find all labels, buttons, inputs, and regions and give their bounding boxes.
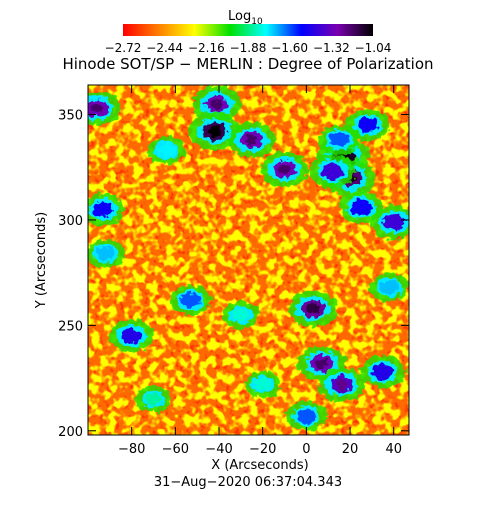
x-axis-label: X (Arcseconds)	[211, 458, 308, 473]
polarization-feature	[285, 400, 327, 432]
colorbar-tick-label: −2.44	[146, 41, 183, 55]
heatmap-image	[88, 85, 409, 435]
colorbar-tick-label: −1.88	[230, 41, 267, 55]
plot-frame	[87, 84, 410, 436]
colorbar-tick-label: −1.60	[271, 41, 308, 55]
polarization-feature	[317, 367, 365, 402]
polarization-feature	[192, 86, 241, 122]
polarization-feature	[147, 136, 186, 165]
polarization-feature	[370, 205, 409, 239]
polarization-feature	[370, 273, 409, 302]
colorbar-label: Log10	[228, 9, 263, 27]
x-tick-label: −60	[162, 442, 189, 457]
polarization-feature	[244, 371, 281, 398]
polarization-feature	[260, 151, 309, 188]
polarization-feature	[318, 124, 360, 155]
polarization-feature	[227, 122, 276, 158]
polarization-feature	[339, 191, 383, 224]
polarization-feature	[170, 284, 212, 316]
x-tick-label: 20	[342, 442, 359, 457]
y-tick-label: 200	[58, 425, 83, 440]
polarization-feature	[188, 112, 241, 151]
y-tick-label: 350	[58, 109, 83, 124]
polarization-feature	[136, 386, 172, 413]
colorbar-tick-label: −1.04	[355, 41, 392, 55]
x-tick-label: 40	[385, 442, 402, 457]
polarization-feature	[88, 239, 125, 268]
polarization-feature	[288, 290, 338, 327]
polarization-feature	[88, 90, 121, 126]
polarization-feature	[109, 319, 154, 353]
y-tick-label: 300	[58, 214, 83, 229]
chart-title: Hinode SOT/SP − MERLIN : Degree of Polar…	[62, 55, 433, 73]
y-axis-label: Y (Arcseconds)	[34, 212, 49, 309]
colorbar-tick-label: −1.32	[313, 41, 350, 55]
y-axis-ticks: 200 250 300 350	[58, 109, 409, 440]
x-tick-label: −40	[205, 442, 232, 457]
x-tick-label: −80	[118, 442, 145, 457]
polarization-feature	[222, 301, 259, 329]
colorbar: Log10 −2.72 −2.44 −2.16 −1.88 −1.60 −1.32 −1.0…	[105, 9, 392, 55]
colorbar-gradient	[123, 24, 373, 36]
timestamp: 31−Aug−2020 06:37:04.343	[154, 475, 342, 490]
x-tick-label: −20	[249, 442, 276, 457]
polarization-feature	[360, 355, 406, 389]
y-tick-label: 250	[58, 319, 83, 334]
colorbar-tick-label: −2.72	[105, 41, 142, 55]
polarization-feature	[88, 193, 125, 226]
colorbar-ticks: −2.72 −2.44 −2.16 −1.88 −1.60 −1.32 −1.04	[105, 41, 392, 55]
colorbar-tick-label: −2.16	[188, 41, 225, 55]
x-axis-ticks: −80 −60 −40 −20 0 20 40	[118, 85, 402, 457]
polarization-feature	[309, 154, 356, 189]
x-tick-label: 0	[302, 442, 310, 457]
